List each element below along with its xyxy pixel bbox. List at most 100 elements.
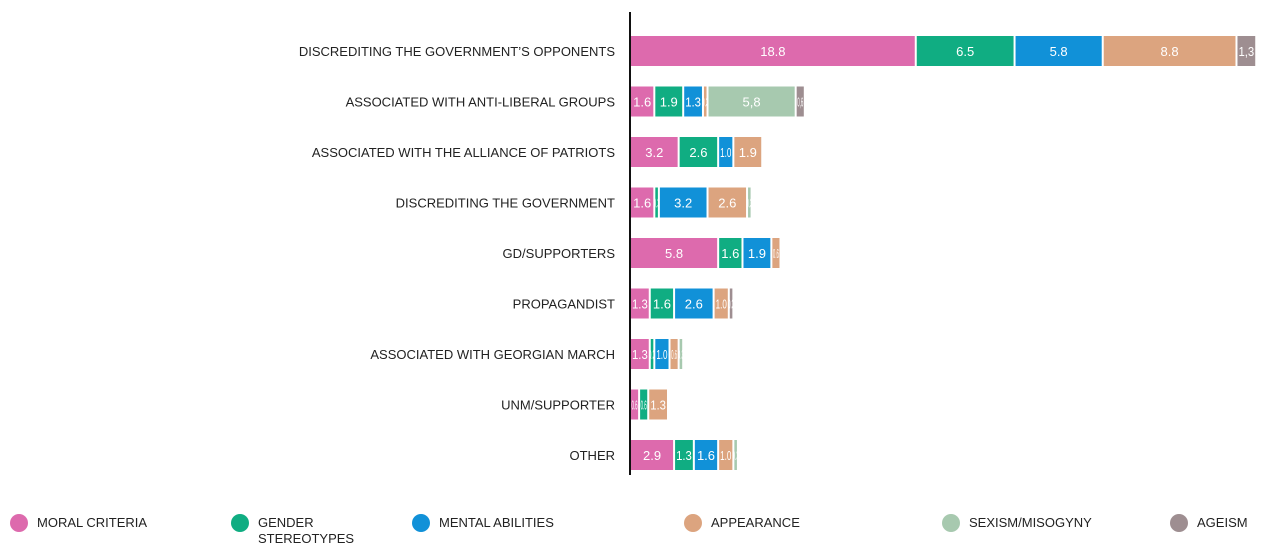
- bar-value-label: 8.8: [1161, 44, 1179, 59]
- bar-value-label: 1.3: [685, 95, 701, 110]
- legend-label: APPEARANCE: [711, 515, 800, 530]
- bar-gender-stereotypes-unm-supporter: [640, 389, 648, 420]
- bar-value-label: 0.3: [702, 95, 708, 110]
- legend-item-ageism: AGEISM: [1170, 514, 1248, 532]
- bar-gender-stereotypes-discrediting-the-government: [655, 187, 658, 218]
- bar-value-label: 2.6: [689, 145, 707, 160]
- bar-moral-criteria-other: [631, 440, 674, 470]
- bar-value-label: 1.3: [632, 347, 648, 362]
- bar-value-label: 1.6: [697, 448, 715, 463]
- bar-value-label: 0.3: [746, 196, 752, 211]
- bar-value-label: 1.6: [721, 246, 739, 261]
- bar-moral-criteria-gd-supporters: [631, 238, 718, 268]
- bar-mental-abilities-propagandist: [675, 288, 713, 319]
- legend-label: MENTAL ABILITIES: [439, 515, 554, 530]
- bar-appearance-unm-supporter: [649, 389, 667, 420]
- legend-item-mental-abilities: MENTAL ABILITIES: [412, 514, 554, 532]
- bar-moral-criteria-unm-supporter: [631, 389, 639, 420]
- legend-label: GENDER STEREOTYPES: [258, 515, 355, 546]
- legend-swatch-icon: [684, 514, 702, 532]
- bar-value-label: 0.3: [654, 196, 660, 211]
- bar-value-label: 1.3: [632, 297, 648, 312]
- bar-ageism-associated-with-anti-liberal-groups: [796, 86, 804, 117]
- bar-gender-stereotypes-associated-with-anti-liberal-groups: [655, 86, 683, 117]
- bar-value-labels: 18.8 6.5 5.8 8.8 1,31.6 1.9 1.3 0.3 5,8 0,63.2 2.6…: [632, 44, 1255, 463]
- bar-moral-criteria-propagandist: [631, 288, 649, 319]
- category-label-propagandist: PROPAGANDIST: [513, 297, 615, 312]
- bar-segments: [631, 36, 1256, 470]
- category-labels: DISCREDITING THE GOVERNMENT’S OPPONENTS A…: [299, 44, 615, 463]
- category-label-other: OTHER: [570, 448, 616, 463]
- bar-value-label: 0.6: [641, 398, 647, 413]
- legend-swatch-icon: [1170, 514, 1188, 532]
- bar-value-label: 0.6: [632, 398, 638, 413]
- legend-label: SEXISM/MISOGYNY: [969, 515, 1092, 530]
- bar-mental-abilities-other: [694, 440, 718, 470]
- bar-value-label: 18.8: [760, 44, 785, 59]
- bar-value-label: 1.0: [720, 145, 731, 160]
- legend-item-appearance: APPEARANCE: [684, 514, 800, 532]
- bar-value-label: 5.8: [665, 246, 683, 261]
- legend-item-moral-criteria: MORAL CRITERIA: [10, 514, 147, 532]
- bar-moral-criteria-associated-with-anti-liberal-groups: [631, 86, 654, 117]
- bar-sexism-misogyny-discrediting-the-government: [748, 187, 751, 218]
- bar-value-label: 1.0: [716, 297, 727, 312]
- bar-value-label: 1.9: [739, 145, 757, 160]
- bar-value-label: 1.6: [653, 297, 671, 312]
- bar-value-label: 0.3: [649, 347, 655, 362]
- bar-appearance-associated-with-the-alliance-of-patriots: [734, 137, 762, 167]
- bar-moral-criteria-discrediting-the-government-s-opponents: [631, 36, 915, 66]
- bar-value-label: 0.3: [733, 448, 739, 463]
- bar-value-label: 2.9: [643, 448, 661, 463]
- bar-moral-criteria-associated-with-georgian-march: [631, 339, 649, 369]
- bar-value-label: 5,8: [743, 95, 761, 110]
- legend-label: AGEISM: [1197, 515, 1248, 530]
- legend-swatch-icon: [942, 514, 960, 532]
- category-label-discrediting-the-government: DISCREDITING THE GOVERNMENT: [396, 196, 615, 211]
- bar-appearance-discrediting-the-government: [708, 187, 747, 218]
- bar-ageism-propagandist: [729, 288, 733, 319]
- bar-value-label: 3.2: [645, 145, 663, 160]
- bar-value-label: 2.6: [718, 196, 736, 211]
- bar-appearance-associated-with-georgian-march: [670, 339, 678, 369]
- legend-swatch-icon: [412, 514, 430, 532]
- bar-value-label: 1.0: [720, 448, 731, 463]
- bar-gender-stereotypes-associated-with-georgian-march: [650, 339, 654, 369]
- legend: MORAL CRITERIA GENDER STEREOTYPES MENTAL…: [0, 514, 1266, 551]
- bar-value-label: 1.3: [676, 448, 692, 463]
- legend-item-sexism-misogyny: SEXISM/MISOGYNY: [942, 514, 1092, 532]
- bar-value-label: 0.6: [773, 246, 779, 261]
- bar-ageism-discrediting-the-government-s-opponents: [1237, 36, 1256, 66]
- bar-value-label: 0.3: [678, 347, 684, 362]
- category-label-associated-with-georgian-march: ASSOCIATED WITH GEORGIAN MARCH: [370, 347, 615, 362]
- bar-value-label: 1.9: [660, 95, 678, 110]
- bar-sexism-misogyny-associated-with-georgian-march: [679, 339, 683, 369]
- bar-mental-abilities-discrediting-the-government: [659, 187, 707, 218]
- bar-appearance-gd-supporters: [772, 238, 780, 268]
- bar-appearance-discrediting-the-government-s-opponents: [1103, 36, 1236, 66]
- bar-sexism-misogyny-associated-with-anti-liberal-groups: [708, 86, 795, 117]
- bar-gender-stereotypes-gd-supporters: [719, 238, 742, 268]
- bar-moral-criteria-associated-with-the-alliance-of-patriots: [631, 137, 678, 167]
- bar-mental-abilities-associated-with-the-alliance-of-patriots: [719, 137, 733, 167]
- bar-gender-stereotypes-discrediting-the-government-s-opponents: [916, 36, 1014, 66]
- bar-value-label: 0.3: [728, 297, 734, 312]
- bar-mental-abilities-discrediting-the-government-s-opponents: [1015, 36, 1102, 66]
- bar-mental-abilities-associated-with-anti-liberal-groups: [684, 86, 702, 117]
- bar-value-label: 1,3: [1238, 44, 1254, 59]
- legend-swatch-icon: [10, 514, 28, 532]
- category-label-associated-with-the-alliance-of-patriots: ASSOCIATED WITH THE ALLIANCE OF PATRIOTS: [312, 145, 615, 160]
- bar-gender-stereotypes-associated-with-the-alliance-of-patriots: [679, 137, 718, 167]
- bar-value-label: 1.6: [633, 196, 651, 211]
- bar-value-label: 0,6: [797, 95, 803, 110]
- bar-sexism-misogyny-other: [734, 440, 737, 470]
- bar-value-label: 1.6: [633, 95, 651, 110]
- bar-value-label: 0.6: [671, 347, 677, 362]
- category-label-unm-supporter: UNM/SUPPORTER: [501, 398, 615, 413]
- bar-gender-stereotypes-propagandist: [650, 288, 674, 319]
- bar-value-label: 1.0: [656, 347, 667, 362]
- bar-moral-criteria-discrediting-the-government: [631, 187, 654, 218]
- bar-value-label: 3.2: [674, 196, 692, 211]
- legend-item-gender-stereotypes: GENDER STEREOTYPES: [231, 514, 358, 547]
